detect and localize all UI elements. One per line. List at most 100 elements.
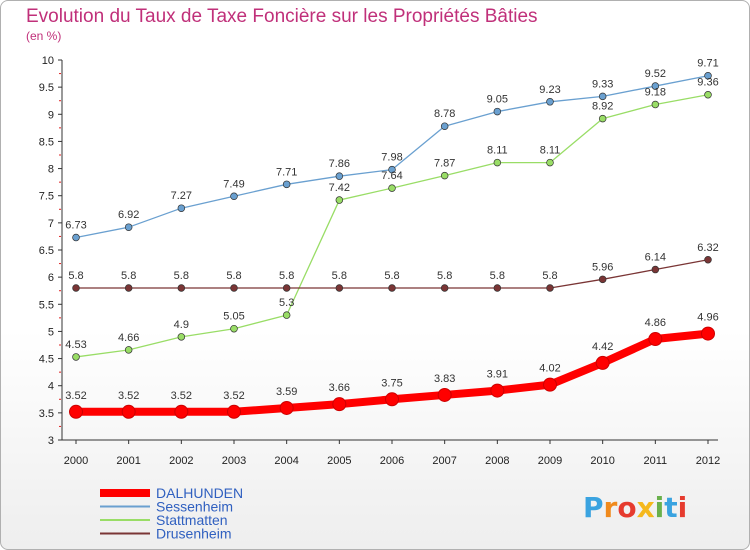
data-point xyxy=(437,387,452,402)
data-label: 7.49 xyxy=(223,178,244,190)
x-tick-label: 2010 xyxy=(590,455,614,467)
data-label: 5.8 xyxy=(121,270,136,282)
data-point xyxy=(440,122,449,130)
data-label: 3.91 xyxy=(487,369,508,381)
y-tick-label: 3 xyxy=(48,435,54,447)
logo-text: Proxiti xyxy=(583,491,687,524)
data-point xyxy=(388,165,396,174)
data-point xyxy=(230,324,238,333)
data-point xyxy=(177,333,186,341)
x-tick-label: 2009 xyxy=(538,455,562,467)
legend-item-dalhunden: DALHUNDEN xyxy=(100,485,243,501)
data-point xyxy=(72,353,80,361)
x-tick-label: 2006 xyxy=(380,455,404,467)
data-label: 8.11 xyxy=(487,145,508,157)
y-tick-label: 4 xyxy=(48,381,54,393)
axes: 3 3.5 4 4.5 5 5.5 6 6.5 7 7.5 8 8.5 9 9.5 10 2000 2001 20… xyxy=(39,55,721,467)
data-label: 4.96 xyxy=(697,312,718,324)
data-point xyxy=(227,404,241,419)
data-label: 8.92 xyxy=(592,101,613,113)
data-point xyxy=(282,311,291,319)
x-tick-label: 2008 xyxy=(485,455,509,467)
data-point xyxy=(543,377,557,392)
series-dalhunden: 3.52 3.52 3.52 3.52 3.59 3.66 3.75 3.83 3.91 4.02… xyxy=(65,312,719,419)
data-label: 4.42 xyxy=(592,341,613,353)
data-point xyxy=(651,100,660,109)
data-point xyxy=(595,355,610,370)
data-label: 7.71 xyxy=(276,166,297,178)
data-point xyxy=(546,284,554,292)
data-label: 5.8 xyxy=(174,270,189,282)
data-point xyxy=(493,284,502,292)
y-tick-label: 5 xyxy=(48,326,54,338)
data-point xyxy=(335,172,344,180)
data-label: 7.27 xyxy=(171,190,192,202)
data-label: 3.75 xyxy=(381,377,402,389)
logo-letter: r xyxy=(604,491,618,524)
chart-title: Evolution du Taux de Taxe Foncière sur l… xyxy=(26,6,538,27)
data-point xyxy=(546,98,554,106)
data-point xyxy=(124,284,133,292)
y-tick-label: 7 xyxy=(48,218,54,230)
x-tick-label: 2005 xyxy=(327,455,351,467)
legend-label: DALHUNDEN xyxy=(156,485,243,501)
proxiti-logo: Proxiti xyxy=(583,491,687,524)
y-tick-label: 3.5 xyxy=(39,408,54,420)
x-tick-label: 2004 xyxy=(274,455,298,467)
data-label: 3.52 xyxy=(118,390,139,402)
data-label: 6.92 xyxy=(118,209,139,221)
data-point xyxy=(598,92,607,101)
data-label: 3.59 xyxy=(276,386,297,398)
data-label: 9.05 xyxy=(487,94,508,106)
y-tick-label: 9 xyxy=(48,109,54,121)
legend-item-drusenheim: Drusenheim xyxy=(100,526,231,542)
data-point xyxy=(124,223,133,231)
data-label: 5.05 xyxy=(223,311,244,323)
data-point xyxy=(388,284,396,292)
data-label: 6.32 xyxy=(697,242,718,254)
data-point xyxy=(546,158,554,167)
x-tick-label: 2002 xyxy=(169,455,193,467)
logo-letter: x xyxy=(637,491,655,524)
legend-item-stattmatten: Stattmatten xyxy=(100,512,228,528)
data-point xyxy=(493,107,502,116)
data-label: 9.71 xyxy=(697,58,718,70)
y-tick-label: 6 xyxy=(48,272,54,284)
data-label: 3.52 xyxy=(171,390,192,402)
data-label: 9.33 xyxy=(592,78,613,90)
series-drusenheim: 5.8 5.8 5.8 5.8 5.8 5.8 5.8 5.8 5.8 5.8 5.96 6.14 6.… xyxy=(68,242,719,292)
data-label: 9.52 xyxy=(645,68,666,80)
data-point xyxy=(598,275,607,284)
data-point xyxy=(704,90,712,99)
legend-label: Stattmatten xyxy=(156,512,228,528)
y-tick-label: 9.5 xyxy=(39,82,54,94)
logo-letter: P xyxy=(583,491,604,524)
data-point xyxy=(72,233,80,242)
data-point xyxy=(701,326,715,341)
data-point xyxy=(335,284,344,292)
legend-label: Drusenheim xyxy=(156,526,231,542)
data-point xyxy=(177,204,186,212)
y-tick-label: 10 xyxy=(42,55,54,67)
data-point xyxy=(282,180,291,189)
x-tick-label: 2001 xyxy=(116,455,140,467)
data-label: 5.8 xyxy=(332,270,347,282)
x-tick-label: 2000 xyxy=(64,455,88,467)
data-point xyxy=(440,284,449,292)
data-label: 7.87 xyxy=(434,158,455,170)
data-point xyxy=(388,184,396,192)
data-point xyxy=(440,171,449,180)
y-tick-label: 6.5 xyxy=(39,245,54,257)
x-tick-label: 2012 xyxy=(696,455,720,467)
data-point xyxy=(69,404,83,419)
data-point xyxy=(704,71,712,80)
data-label: 9.23 xyxy=(539,84,560,96)
data-label: 3.66 xyxy=(329,382,350,394)
data-point xyxy=(651,265,660,274)
data-point xyxy=(124,346,133,354)
data-label: 8.78 xyxy=(434,108,455,120)
logo-letter: i xyxy=(655,491,665,524)
data-label: 5.8 xyxy=(542,270,557,282)
data-label: 5.8 xyxy=(226,270,241,282)
